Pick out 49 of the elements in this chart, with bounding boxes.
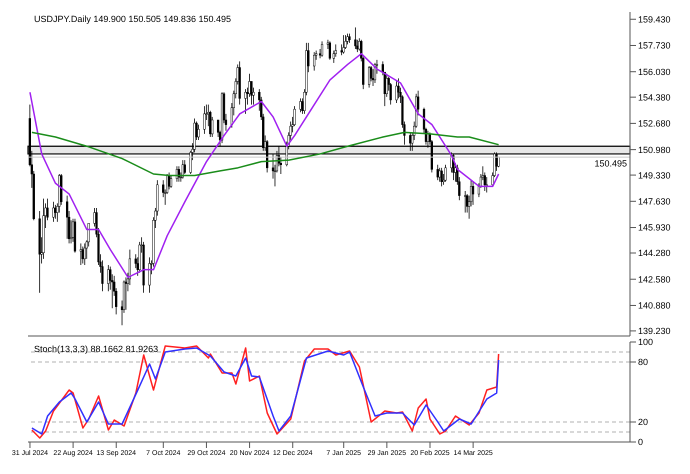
y-tick-label: 149.330 xyxy=(638,170,671,180)
candlestick xyxy=(124,276,128,310)
candlestick xyxy=(178,166,180,182)
candlestick xyxy=(328,40,332,60)
candlestick xyxy=(342,34,345,54)
y-tick-label: 147.630 xyxy=(638,196,671,207)
candlestick xyxy=(395,81,398,104)
candlestick xyxy=(348,33,351,44)
candlestick xyxy=(354,27,357,50)
y-tick-label: 20 xyxy=(638,417,648,428)
y-tick-label: 150.980 xyxy=(638,144,671,155)
y-tick-label: 140.880 xyxy=(638,300,671,311)
y-tick-label: 0 xyxy=(638,437,644,448)
y-tick-label: 145.930 xyxy=(638,222,671,233)
candlestick xyxy=(472,181,474,206)
ref-line-label: 150.495 xyxy=(594,158,627,168)
y-tick-label: 159.430 xyxy=(638,14,671,24)
candlestick xyxy=(107,264,110,292)
candlestick xyxy=(170,175,172,188)
chart-title: Stoch(13,3,3) 88.1662 81.9263 xyxy=(34,344,158,354)
chart-title: USDJPY.Daily 149.900 150.505 149.836 150.495 xyxy=(34,14,231,24)
candlestick xyxy=(54,204,56,220)
y-tick-label: 154.380 xyxy=(638,92,671,102)
y-tick-label: 152.680 xyxy=(638,118,671,129)
y-tick-label: 157.730 xyxy=(638,40,671,51)
y-tick-label: 142.580 xyxy=(638,274,671,284)
candlestick xyxy=(84,243,86,266)
candlestick xyxy=(66,195,68,240)
candlestick xyxy=(313,52,316,72)
candlestick xyxy=(436,164,439,181)
candlestick xyxy=(244,88,247,114)
y-tick-label: 139.230 xyxy=(638,326,671,336)
candlestick xyxy=(320,40,324,58)
y-tick-label: 156.030 xyxy=(638,66,671,77)
candlestick xyxy=(409,132,412,152)
candlestick xyxy=(344,34,347,50)
y-tick-label: 100 xyxy=(638,337,654,348)
candlestick xyxy=(52,201,55,222)
candlestick xyxy=(184,160,186,174)
candlestick xyxy=(203,106,206,134)
candlestick xyxy=(197,124,200,140)
candlestick xyxy=(438,167,441,182)
candlestick xyxy=(440,167,443,187)
candlestick xyxy=(444,164,447,182)
y-tick-label: 80 xyxy=(638,357,648,368)
y-tick-label: 144.280 xyxy=(638,248,671,258)
candlestick xyxy=(486,176,488,193)
candlestick xyxy=(397,78,400,99)
candlestick xyxy=(368,66,370,88)
